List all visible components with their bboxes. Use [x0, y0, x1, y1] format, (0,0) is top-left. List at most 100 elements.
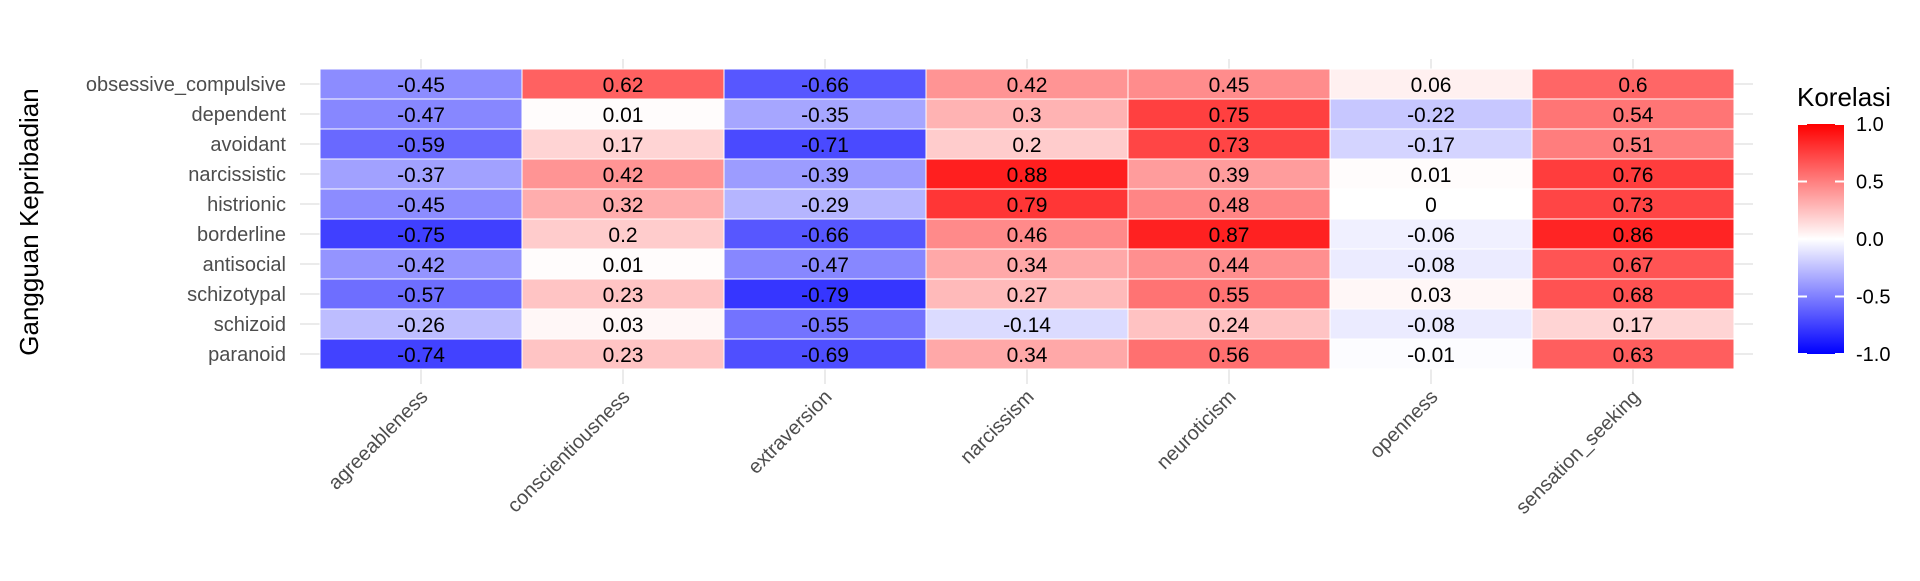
- cell-value-label: -0.69: [801, 344, 849, 367]
- heatmap-cell: [1127, 128, 1331, 160]
- cell-value-label: 0: [1425, 194, 1437, 217]
- cell-value-label: -0.26: [397, 314, 445, 337]
- cell-value-label: 0.03: [1411, 284, 1452, 307]
- cell-value-label: -0.29: [801, 194, 849, 217]
- heatmap-cell: [1531, 338, 1735, 370]
- heatmap-cell: [521, 308, 725, 340]
- heatmap-cell: [319, 188, 523, 220]
- heatmap-cell: [723, 218, 927, 250]
- cell-value-label: 0.34: [1007, 254, 1048, 277]
- cell-value-label: 0.56: [1209, 344, 1250, 367]
- x-tick-label-conscientiousness: conscientiousness: [503, 386, 634, 517]
- cell-value-label: 0.67: [1613, 254, 1654, 277]
- heatmap-cell: [1531, 278, 1735, 310]
- heatmap-cell: [319, 128, 523, 160]
- cell-value-label: -0.42: [397, 254, 445, 277]
- y-tick-label-schizotypal: schizotypal: [187, 284, 286, 306]
- cell-value-label: 0.68: [1613, 284, 1654, 307]
- heatmap-cell: [925, 338, 1129, 370]
- heatmap-cell: [925, 158, 1129, 190]
- cell-value-label: -0.57: [397, 284, 445, 307]
- heatmap-cell: [1531, 128, 1735, 160]
- cell-value-label: 0.34: [1007, 344, 1048, 367]
- heatmap-cell: [1127, 158, 1331, 190]
- cell-value-label: -0.59: [397, 134, 445, 157]
- heatmap-cell: [521, 278, 725, 310]
- cell-value-label: -0.66: [801, 224, 849, 247]
- legend-tick-label: 0.0: [1856, 229, 1884, 251]
- color-legend: Korelasi 1.0 0.5 0.0 -0.5 -1.0: [1797, 82, 1891, 366]
- heatmap-cell: [319, 98, 523, 130]
- heatmap-cell: [1531, 68, 1735, 100]
- cell-value-label: -0.47: [397, 104, 445, 127]
- x-tick-label-extraversion: extraversion: [744, 386, 837, 479]
- cell-value-label: 0.45: [1209, 74, 1250, 97]
- cell-value-label: 0.73: [1613, 194, 1654, 217]
- heatmap-cell: [723, 248, 927, 280]
- cell-value-label: 0.48: [1209, 194, 1250, 217]
- heatmap-cell: [1329, 278, 1533, 310]
- cell-value-label: 0.2: [1012, 134, 1041, 157]
- cell-value-label: 0.01: [603, 254, 644, 277]
- legend-title: Korelasi: [1797, 82, 1891, 112]
- heatmap-cell: [723, 308, 927, 340]
- heatmap-cell: [1329, 218, 1533, 250]
- heatmap-cell: [925, 248, 1129, 280]
- heatmap-cell: [521, 68, 725, 100]
- y-tick-label-histrionic: histrionic: [207, 194, 286, 216]
- heatmap-cell: [319, 338, 523, 370]
- y-tick-label-borderline: borderline: [197, 224, 286, 246]
- heatmap-cell: [723, 158, 927, 190]
- heatmap-cell: [1531, 248, 1735, 280]
- heatmap-cell: [1329, 338, 1533, 370]
- cell-value-label: 0.3: [1012, 104, 1041, 127]
- y-tick-label-obsessive-compulsive: obsessive_compulsive: [86, 74, 286, 96]
- x-tick-label-narcissism: narcissism: [956, 386, 1038, 468]
- cell-value-label: -0.01: [1407, 344, 1455, 367]
- x-tick-label-sensation-seeking: sensation_seeking: [1512, 386, 1645, 519]
- legend-tick-label: -0.5: [1856, 287, 1890, 309]
- y-tick-label-narcissistic: narcissistic: [188, 164, 286, 186]
- heatmap-cell: [521, 98, 725, 130]
- cell-value-label: 0.23: [603, 284, 644, 307]
- cell-value-label: 0.06: [1411, 74, 1452, 97]
- cell-value-label: -0.45: [397, 74, 445, 97]
- heatmap-cell: [1329, 68, 1533, 100]
- cell-value-label: 0.63: [1613, 344, 1654, 367]
- heatmap-cell: [319, 218, 523, 250]
- cell-value-label: 0.75: [1209, 104, 1250, 127]
- cell-value-label: 0.87: [1209, 224, 1250, 247]
- heatmap-cells: -0.45 0.62 -0.66 0.42 0.45 0.06 0.6 -0.47 0.01 -0…: [319, 68, 1735, 370]
- heatmap-cell: [1531, 218, 1735, 250]
- heatmap-cell: [521, 248, 725, 280]
- cell-value-label: 0.46: [1007, 224, 1048, 247]
- cell-value-label: -0.35: [801, 104, 849, 127]
- y-axis-title: Gangguan Kepribadian: [14, 88, 44, 355]
- heatmap-cell: [521, 128, 725, 160]
- cell-value-label: -0.47: [801, 254, 849, 277]
- y-tick-label-avoidant: avoidant: [210, 134, 286, 156]
- cell-value-label: 0.24: [1209, 314, 1250, 337]
- x-tick-label-agreeableness: agreeableness: [324, 386, 432, 494]
- cell-value-label: 0.01: [1411, 164, 1452, 187]
- heatmap-cell: [1329, 308, 1533, 340]
- cell-value-label: -0.74: [397, 344, 445, 367]
- legend-tick-label: 0.5: [1856, 172, 1884, 194]
- cell-value-label: -0.08: [1407, 314, 1455, 337]
- cell-value-label: 0.54: [1613, 104, 1654, 127]
- cell-value-label: -0.22: [1407, 104, 1455, 127]
- heatmap-cell: [1329, 188, 1533, 220]
- y-tick-label-paranoid: paranoid: [208, 344, 286, 366]
- heatmap-cell: [319, 158, 523, 190]
- cell-value-label: 0.17: [1613, 314, 1654, 337]
- cell-value-label: 0.62: [603, 74, 644, 97]
- cell-value-label: 0.39: [1209, 164, 1250, 187]
- x-tick-label-neuroticism: neuroticism: [1153, 386, 1241, 474]
- heatmap-cell: [1531, 98, 1735, 130]
- y-tick-label-schizoid: schizoid: [214, 314, 286, 336]
- heatmap-cell: [1127, 278, 1331, 310]
- heatmap-cell: [319, 68, 523, 100]
- heatmap-cell: [319, 278, 523, 310]
- heatmap-cell: [723, 68, 927, 100]
- cell-value-label: 0.76: [1613, 164, 1654, 187]
